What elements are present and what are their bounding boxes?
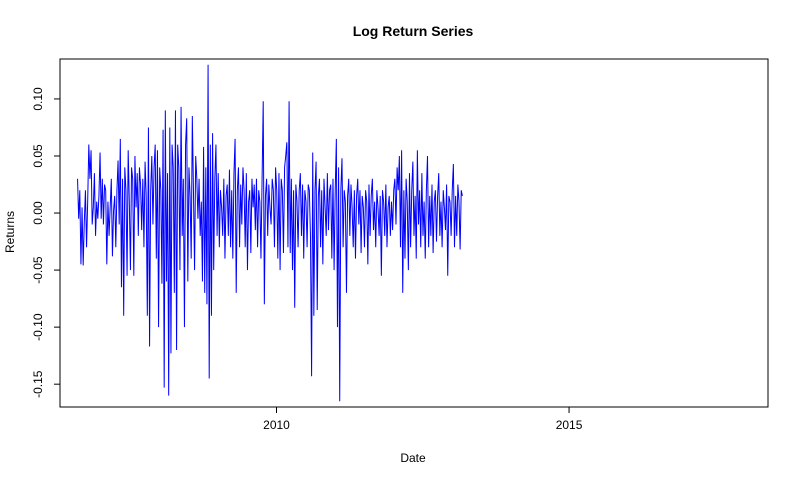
y-tick-label-1: 0.05 bbox=[31, 144, 45, 168]
x-tick-label-0: 2010 bbox=[263, 418, 290, 432]
x-tick-label-1: 2015 bbox=[556, 418, 583, 432]
y-tick-label-3: -0.05 bbox=[31, 256, 45, 284]
y-tick-label-5: -0.15 bbox=[31, 370, 45, 398]
x-axis: 2010 2015 bbox=[263, 407, 583, 432]
y-tick-label-2: 0.00 bbox=[31, 201, 45, 225]
chart-title: Log Return Series bbox=[353, 23, 474, 39]
x-axis-label: Date bbox=[400, 451, 426, 465]
y-tick-label-4: -0.10 bbox=[31, 313, 45, 341]
y-axis-label: Returns bbox=[3, 211, 17, 253]
y-tick-label-0: 0.10 bbox=[31, 87, 45, 111]
y-axis: 0.10 0.05 0.00 -0.05 -0.10 -0.15 bbox=[31, 87, 60, 398]
series-layer bbox=[77, 64, 463, 402]
plot-area-border bbox=[59, 58, 769, 408]
returns-series-line-0 bbox=[77, 64, 463, 402]
